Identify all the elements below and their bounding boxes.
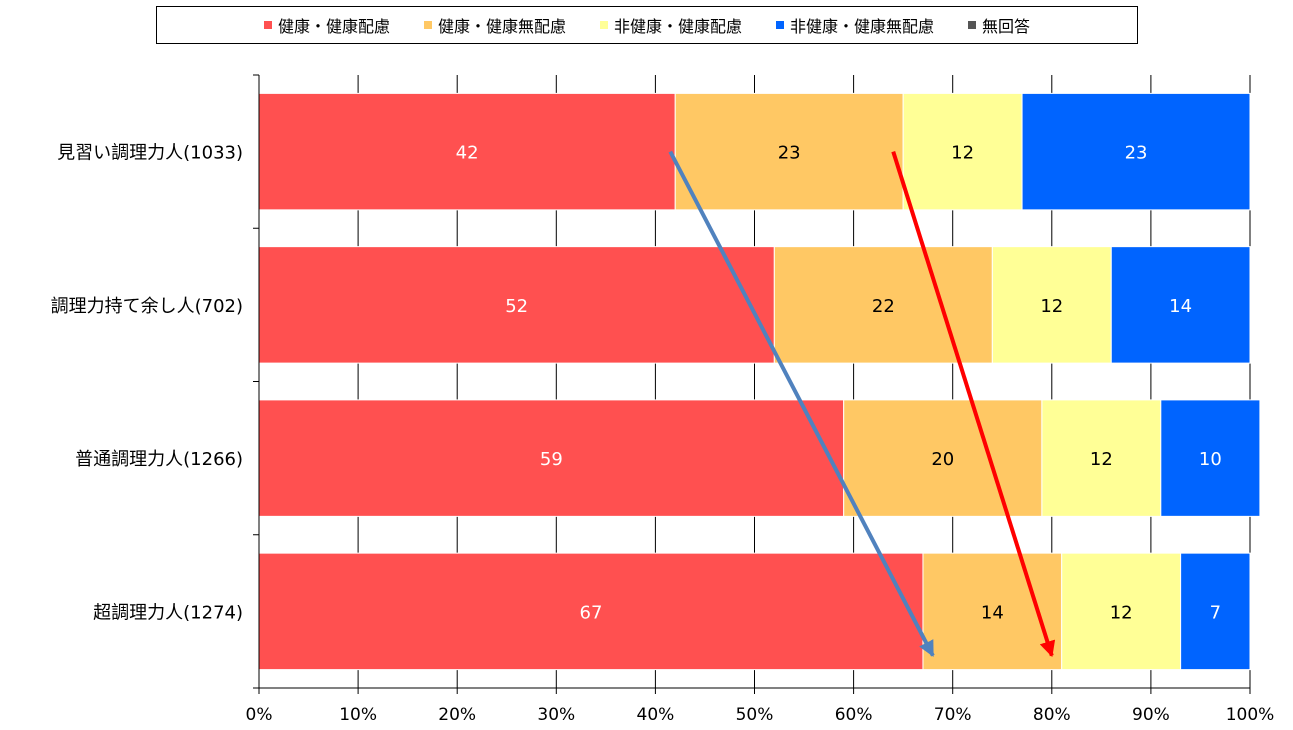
data-label: 22 (872, 296, 895, 317)
bar-segment (843, 399, 1043, 517)
chart-legend: 健康・健康配慮 健康・健康無配慮 非健康・健康配慮 非健康・健康無配慮 無回答 (156, 6, 1138, 44)
x-tick-label: 50% (736, 705, 774, 725)
data-label: 52 (505, 296, 528, 317)
data-label: 14 (981, 602, 1004, 623)
legend-label: 健康・健康配慮 (277, 17, 390, 36)
data-label: 59 (540, 449, 563, 470)
data-label: 67 (580, 602, 603, 623)
data-label: 12 (951, 143, 974, 164)
legend-swatch (968, 21, 977, 29)
data-label: 14 (1169, 296, 1192, 317)
bar-segment (1110, 246, 1251, 364)
data-label: 12 (1040, 296, 1063, 317)
legend-item-no-answer: 無回答 (968, 13, 1030, 37)
bar-segment (674, 92, 904, 211)
data-label: 20 (931, 449, 954, 470)
data-label: 10 (1199, 449, 1222, 470)
bar-segment (1160, 399, 1261, 517)
x-tick-label: 60% (835, 705, 873, 725)
bar-segment (902, 92, 1023, 211)
x-tick-label: 30% (537, 705, 575, 725)
axes: 0% 10% 20% 30% 40% 50% 60% 70% 80% 90% 100% 見習い調理力人… (51, 74, 1275, 725)
x-tick-label: 100% (1226, 705, 1275, 725)
annotation-arrows (668, 150, 1056, 658)
bars: 42 23 12 23 52 22 12 14 59 20 12 10 67 14 12 7 (258, 92, 1261, 671)
bar-segment (991, 246, 1112, 364)
x-tick-label: 90% (1132, 705, 1170, 725)
data-label: 12 (1110, 602, 1133, 623)
bar-segment (258, 246, 775, 364)
data-label: 23 (778, 143, 801, 164)
legend-item-unhealthy-aware: 非健康・健康配慮 (599, 13, 742, 37)
legend-item-health-aware: 健康・健康配慮 (263, 13, 390, 37)
data-label: 42 (456, 143, 479, 164)
bar-segment (773, 246, 993, 364)
category-label: 普通調理力人(1266) (75, 449, 243, 470)
trend-arrow (668, 150, 935, 658)
bar-segment (1180, 552, 1251, 671)
x-tick-label: 40% (637, 705, 675, 725)
category-label: 調理力持て余し人(702) (51, 296, 243, 317)
x-tick-label: 20% (438, 705, 476, 725)
x-tick-label: 70% (934, 705, 972, 725)
legend-label: 健康・健康無配慮 (437, 17, 566, 36)
category-label: 見習い調理力人(1033) (57, 143, 243, 164)
legend-item-health-unaware: 健康・健康無配慮 (423, 13, 566, 37)
legend-swatch (776, 21, 784, 29)
bar-segment (1041, 399, 1162, 517)
x-tick-label: 80% (1033, 705, 1071, 725)
legend-label: 非健康・健康配慮 (613, 17, 742, 36)
x-tick-label: 10% (339, 705, 377, 725)
bar-segment (258, 552, 924, 671)
legend-swatch (423, 21, 432, 29)
x-tick-label: 0% (246, 705, 273, 725)
bar-segment (1021, 92, 1251, 211)
category-label: 超調理力人(1274) (93, 602, 243, 623)
legend-swatch (599, 21, 608, 29)
legend-item-unhealthy-unaware: 非健康・健康無配慮 (776, 13, 934, 37)
legend-label: 無回答 (982, 17, 1031, 36)
bar-segment (1061, 552, 1182, 671)
bar-segment (258, 92, 676, 211)
data-label: 7 (1210, 602, 1221, 623)
legend-swatch (263, 21, 272, 29)
data-label: 12 (1090, 449, 1113, 470)
data-label: 23 (1125, 143, 1148, 164)
trend-arrow (891, 151, 1056, 658)
legend-label: 非健康・健康無配慮 (790, 17, 935, 36)
